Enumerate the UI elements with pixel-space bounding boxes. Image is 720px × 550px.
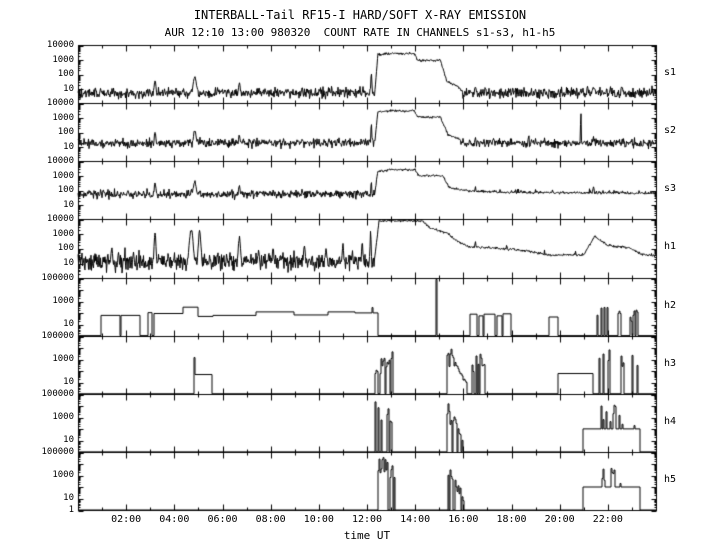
y-tick-label: 100000 bbox=[41, 446, 74, 457]
y-tick-label: 100000 bbox=[41, 330, 74, 341]
panel-label: h5 bbox=[664, 473, 677, 485]
chart-title: INTERBALL-Tail RF15-I HARD/SOFT X-RAY EM… bbox=[193, 8, 527, 22]
y-tick-label: 10 bbox=[63, 257, 74, 268]
y-tick-label: 10000 bbox=[46, 156, 74, 167]
chart-subtitle: AUR 12:10 13:00 980320 COUNT RATE IN CHA… bbox=[164, 26, 556, 39]
x-tick-label: 18:00 bbox=[496, 514, 527, 525]
y-tick-label: 100 bbox=[57, 127, 74, 138]
x-tick-label: 16:00 bbox=[448, 514, 479, 525]
y-tick-label: 100000 bbox=[41, 272, 74, 283]
y-tick-label: 1000 bbox=[52, 112, 74, 123]
y-tick-label: 100 bbox=[57, 243, 74, 254]
x-tick-label: 10:00 bbox=[303, 514, 334, 525]
x-tick-label: 08:00 bbox=[255, 514, 286, 525]
y-tick-label: 100000 bbox=[41, 388, 74, 399]
x-tick-label: 06:00 bbox=[207, 514, 238, 525]
y-tick-label: 10000 bbox=[46, 40, 74, 50]
y-tick-label: 10 bbox=[63, 319, 74, 329]
y-tick-label: 1000 bbox=[52, 170, 74, 181]
y-tick-label: 10 bbox=[63, 377, 74, 388]
x-tick-label: 22:00 bbox=[592, 514, 623, 525]
y-tick-label: 1000 bbox=[52, 353, 74, 364]
x-axis-label: time UT bbox=[343, 529, 391, 542]
y-tick-label: 1000 bbox=[52, 228, 74, 239]
y-tick-label: 10000 bbox=[46, 214, 74, 225]
panel-label: h1 bbox=[664, 241, 677, 253]
y-tick-label: 10 bbox=[63, 199, 74, 210]
x-tick-label: 14:00 bbox=[400, 514, 431, 525]
y-tick-label: 100 bbox=[57, 185, 74, 196]
panel-label: s2 bbox=[664, 125, 677, 137]
y-tick-label: 10 bbox=[63, 141, 74, 152]
panel-label: s3 bbox=[664, 183, 677, 195]
y-tick-label: 1000 bbox=[52, 412, 74, 422]
y-tick-label: 10 bbox=[63, 493, 74, 504]
y-tick-label: 1000 bbox=[52, 54, 74, 65]
panel-label: h2 bbox=[664, 299, 677, 311]
y-tick-label: 100 bbox=[57, 69, 74, 80]
y-tick-label: 1000 bbox=[52, 470, 74, 481]
x-tick-label: 02:00 bbox=[111, 514, 142, 525]
panel-label: h3 bbox=[664, 357, 677, 369]
y-tick-label: 10000 bbox=[46, 98, 74, 109]
panel-label: s1 bbox=[664, 67, 677, 79]
y-tick-label: 1 bbox=[68, 505, 74, 515]
x-tick-label: 20:00 bbox=[544, 514, 575, 525]
x-tick-label: 12:00 bbox=[351, 514, 383, 525]
x-tick-label: 04:00 bbox=[159, 514, 190, 525]
y-tick-label: 10 bbox=[63, 435, 74, 446]
y-tick-label: 10 bbox=[63, 83, 74, 94]
panel-label: h4 bbox=[664, 415, 677, 427]
y-tick-label: 1000 bbox=[52, 295, 74, 306]
